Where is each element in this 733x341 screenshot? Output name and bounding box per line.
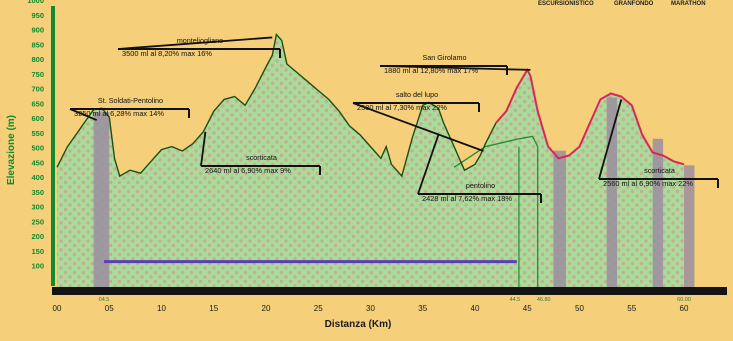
climb-band-2 — [553, 150, 566, 287]
marathon-line — [495, 67, 685, 166]
annotation-name: St. Soldati-Pentolino — [98, 96, 163, 105]
granfondo-return-line — [453, 135, 539, 168]
annotation-detail: 2428 ml al 7,62% max 18% — [422, 194, 512, 203]
y-tick-label: 200 — [31, 232, 44, 241]
annotation-detail: 1880 ml al 12,80% max 17% — [384, 66, 479, 75]
x-tick-label: 10 — [157, 304, 166, 313]
annotation-4: San Girolamo 1880 ml al 12,80% max 17% — [379, 53, 531, 75]
x-tick-label: 25 — [314, 304, 323, 313]
y-axis-title: Elevazione (m) — [6, 115, 17, 185]
climb-band-4 — [652, 138, 664, 287]
elevation-texture — [57, 34, 684, 287]
y-tick-label: 250 — [31, 217, 44, 226]
annotation-pointer — [200, 131, 207, 167]
annotation-2: monteliogliano 3500 ml al 8,20% max 16% — [117, 36, 281, 58]
annotation-detail: 2560 ml al 6,90% max 22% — [603, 179, 693, 188]
annotation-name: monteliogliano — [177, 36, 223, 45]
y-tick-label: 500 — [31, 144, 44, 153]
annotation-name: scorticata — [644, 166, 675, 175]
y-tick-label: 850 — [31, 40, 44, 49]
x-tick-label: 00 — [53, 304, 62, 313]
y-tick-label: 700 — [31, 85, 44, 94]
point-label: 60.00 — [677, 297, 691, 303]
x-tick-label: 60 — [680, 304, 689, 313]
y-tick-label: 550 — [31, 129, 44, 138]
y-tick-label: 350 — [31, 188, 44, 197]
annotation-7: scorticata 2560 ml al 6,90% max 22% — [598, 99, 719, 188]
annotation-detail: 2640 ml al 6,90% max 9% — [205, 166, 291, 175]
left-axis-bar — [51, 6, 55, 286]
legend-escursionistico: ESCURSIONISTICO — [538, 1, 594, 7]
x-axis-title: Distanza (Km) — [325, 319, 392, 330]
annotation-pointer — [117, 36, 273, 50]
legend-marathon: MARATHON — [671, 1, 706, 7]
y-tick-label: 750 — [31, 70, 44, 79]
y-tick-label: 650 — [31, 99, 44, 108]
split-line-label: 44.5 — [510, 297, 521, 303]
climb-band-5 — [684, 165, 695, 287]
climb-band-3 — [606, 97, 618, 287]
y-tick-label: 900 — [31, 26, 44, 35]
plot-area: St. Soldati-Pentolino 3250 ml al 6,28% ma… — [56, 32, 719, 287]
annotation-detail: 2580 ml al 7,30% max 22% — [357, 103, 447, 112]
annotation-name: pentolino — [466, 181, 495, 190]
annotation-pointer — [352, 102, 484, 152]
annotation-1: St. Soldati-Pentolino 3250 ml al 6,28% ma… — [69, 96, 190, 121]
y-tick-label: 800 — [31, 55, 44, 64]
annotation-detail: 3250 ml al 6,28% max 14% — [74, 109, 164, 118]
x-axis-bar — [52, 287, 727, 295]
x-tick-label: 50 — [575, 304, 584, 313]
climb-band-1 — [93, 112, 110, 287]
y-tick-label: 1000 — [27, 0, 44, 5]
y-tick-label: 950 — [31, 11, 44, 20]
x-tick-label: 15 — [209, 304, 218, 313]
annotation-6: pentolino 2428 ml al 7,62% max 18% — [417, 134, 542, 203]
x-tick-label: 55 — [627, 304, 636, 313]
x-tick-label: 20 — [262, 304, 271, 313]
annotation-detail: 3500 ml al 8,20% max 16% — [122, 49, 212, 58]
y-tick-label: 600 — [31, 114, 44, 123]
annotation-name: salto del lupo — [396, 90, 438, 99]
x-tick-label: 30 — [366, 304, 375, 313]
annotation-pointer — [417, 134, 440, 195]
x-tick-label: 35 — [418, 304, 427, 313]
x-tick-label: 45 — [523, 304, 532, 313]
legend-granfondo: GRANFONDO — [614, 1, 654, 7]
y-axis-ticks: 100 150 200 250 300 350 400 450 500 550 600 650 700 7… — [27, 0, 44, 271]
annotation-name: scorticata — [246, 153, 277, 162]
annotation-name: San Girolamo — [423, 53, 467, 62]
annotation-pointer — [379, 65, 531, 71]
split-line-label: 46.80 — [537, 297, 551, 303]
x-axis-ticks: 00 05 10 15 20 25 30 35 40 45 50 55 60 04.5 60.00 44.5 4… — [53, 297, 691, 313]
point-label: 04.5 — [99, 297, 110, 303]
y-tick-label: 400 — [31, 173, 44, 182]
x-tick-label: 40 — [471, 304, 480, 313]
annotation-pointer — [69, 108, 98, 121]
x-tick-label: 05 — [105, 304, 114, 313]
y-tick-label: 300 — [31, 203, 44, 212]
annotation-3: scorticata 2640 ml al 6,90% max 9% — [200, 131, 321, 175]
y-tick-label: 100 — [31, 262, 44, 271]
annotation-pointer — [598, 99, 623, 180]
y-tick-label: 150 — [31, 247, 44, 256]
y-tick-label: 450 — [31, 158, 44, 167]
annotation-5: salto del lupo 2580 ml al 7,30% max 22% — [352, 90, 484, 152]
